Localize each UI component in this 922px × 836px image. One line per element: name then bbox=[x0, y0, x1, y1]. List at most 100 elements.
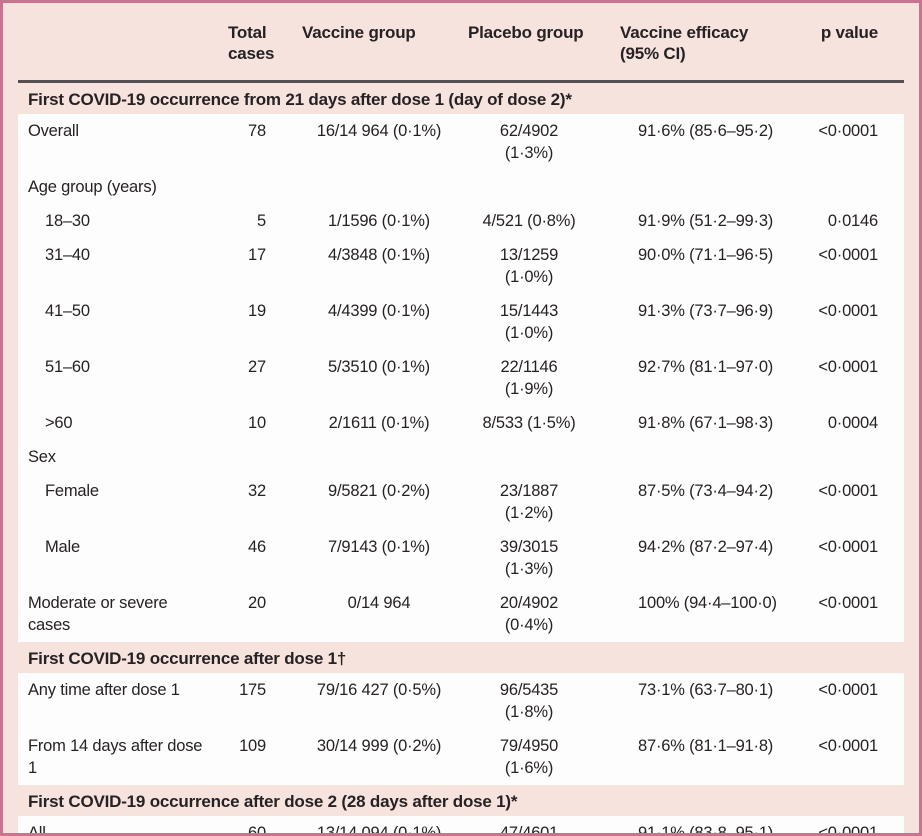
cell-total-cases: 78 bbox=[248, 122, 266, 140]
cell-vaccine-efficacy: 90·0% (71·1–96·5) bbox=[638, 246, 774, 264]
cell-vaccine-group: 2/1611 (0·1%) bbox=[328, 414, 430, 432]
table-row: From 14 days after dose 1 109 30/14 999 (0… bbox=[18, 729, 904, 785]
row-label: 41–50 bbox=[45, 302, 90, 320]
table-row: Overall 78 16/14 964 (0·1%) 62/4902 (1·3%) 9… bbox=[18, 114, 904, 170]
column-header-vaccine-efficacy: Vaccine efficacy (95% CI) bbox=[620, 23, 749, 63]
cell-vaccine-efficacy: 92·7% (81·1–97·0) bbox=[638, 358, 774, 376]
cell-vaccine-group: 30/14 999 (0·2%) bbox=[316, 737, 442, 755]
cell-total-cases: 60 bbox=[248, 824, 266, 836]
cell-vaccine-efficacy: 91·6% (85·6–95·2) bbox=[638, 122, 774, 140]
row-label: Any time after dose 1 bbox=[28, 681, 180, 699]
cell-vaccine-efficacy: 73·1% (63·7–80·1) bbox=[638, 681, 774, 699]
cell-total-cases: 46 bbox=[248, 538, 266, 556]
section-header: First COVID-19 occurrence after dose 2 (… bbox=[28, 792, 518, 811]
table-row: Sex bbox=[18, 440, 904, 474]
table-row: All 60 13/14 094 (0·1%) 47/4601 (1·0%) 91·1%… bbox=[18, 816, 904, 836]
cell-placebo-group: 15/1443 (1·0%) bbox=[499, 302, 559, 342]
section-header: First COVID-19 occurrence from 21 days a… bbox=[28, 90, 572, 109]
table-row: 31–40 17 4/3848 (0·1%) 13/1259 (1·0%) 90·0% … bbox=[18, 238, 904, 294]
cell-placebo-group: 62/4902 (1·3%) bbox=[499, 122, 559, 162]
cell-vaccine-group: 13/14 094 (0·1%) bbox=[316, 824, 442, 836]
cell-placebo-group: 23/1887 (1·2%) bbox=[499, 482, 559, 522]
cell-vaccine-efficacy: 100% (94·4–100·0) bbox=[638, 594, 777, 612]
cell-p-value: 0·0146 bbox=[827, 212, 878, 230]
cell-p-value: <0·0001 bbox=[818, 482, 878, 500]
cell-vaccine-group: 16/14 964 (0·1%) bbox=[316, 122, 442, 140]
column-header-vaccine-group: Vaccine group bbox=[302, 23, 416, 42]
row-label: Sex bbox=[28, 448, 56, 466]
cell-placebo-group: 13/1259 (1·0%) bbox=[499, 246, 559, 286]
row-label: 31–40 bbox=[45, 246, 90, 264]
table-row: Male 46 7/9143 (0·1%) 39/3015 (1·3%) 94·2% (… bbox=[18, 530, 904, 586]
cell-total-cases: 20 bbox=[248, 594, 266, 612]
row-label: From 14 days after dose 1 bbox=[28, 737, 203, 777]
table-row: Moderate or severe cases 20 0/14 964 20/490… bbox=[18, 586, 904, 642]
table-row: Any time after dose 1 175 79/16 427 (0·5%)… bbox=[18, 673, 904, 729]
cell-vaccine-group: 79/16 427 (0·5%) bbox=[316, 681, 442, 699]
table-row: 18–30 5 1/1596 (0·1%) 4/521 (0·8%) 91·9% (51… bbox=[18, 204, 904, 238]
section-rows: Overall 78 16/14 964 (0·1%) 62/4902 (1·3%) 9… bbox=[18, 114, 904, 642]
cell-vaccine-efficacy: 87·6% (81·1–91·8) bbox=[638, 737, 774, 755]
cell-vaccine-efficacy: 91·3% (73·7–96·9) bbox=[638, 302, 774, 320]
cell-p-value: <0·0001 bbox=[818, 681, 878, 699]
cell-p-value: <0·0001 bbox=[818, 594, 878, 612]
cell-total-cases: 175 bbox=[239, 681, 266, 699]
cell-p-value: <0·0001 bbox=[818, 538, 878, 556]
cell-vaccine-group: 1/1596 (0·1%) bbox=[328, 212, 430, 230]
cell-vaccine-efficacy: 94·2% (87·2–97·4) bbox=[638, 538, 774, 556]
section-header: First COVID-19 occurrence after dose 1† bbox=[28, 649, 347, 668]
cell-vaccine-efficacy: 91·1% (83·8–95·1) bbox=[638, 824, 774, 836]
cell-p-value: <0·0001 bbox=[818, 737, 878, 755]
cell-p-value: <0·0001 bbox=[818, 246, 878, 264]
cell-total-cases: 19 bbox=[248, 302, 266, 320]
cell-total-cases: 32 bbox=[248, 482, 266, 500]
cell-p-value: <0·0001 bbox=[818, 824, 878, 836]
table-row: >60 10 2/1611 (0·1%) 8/533 (1·5%) 91·8% (67·… bbox=[18, 406, 904, 440]
cell-placebo-group: 22/1146 (1·9%) bbox=[500, 358, 558, 398]
table-row: 51–60 27 5/3510 (0·1%) 22/1146 (1·9%) 92·7% … bbox=[18, 350, 904, 406]
cell-placebo-group: 4/521 (0·8%) bbox=[482, 212, 576, 230]
cell-placebo-group: 96/5435 (1·8%) bbox=[499, 681, 559, 721]
cell-vaccine-group: 5/3510 (0·1%) bbox=[328, 358, 430, 376]
cell-vaccine-group: 0/14 964 bbox=[347, 594, 411, 612]
row-label: Overall bbox=[28, 122, 79, 140]
cell-p-value: <0·0001 bbox=[818, 302, 878, 320]
section-rows: Any time after dose 1 175 79/16 427 (0·5%)… bbox=[18, 673, 904, 785]
column-header-placebo-group: Placebo group bbox=[468, 23, 584, 42]
cell-total-cases: 27 bbox=[248, 358, 266, 376]
cell-vaccine-efficacy: 91·8% (67·1–98·3) bbox=[638, 414, 774, 432]
table-row: Female 32 9/5821 (0·2%) 23/1887 (1·2%) 87·5%… bbox=[18, 474, 904, 530]
section-rows: All 60 13/14 094 (0·1%) 47/4601 (1·0%) 91·1%… bbox=[18, 816, 904, 836]
column-header-p-value: p value bbox=[820, 23, 878, 42]
cell-vaccine-efficacy: 91·9% (51·2–99·3) bbox=[638, 212, 774, 230]
cell-vaccine-group: 4/3848 (0·1%) bbox=[328, 246, 430, 264]
header-rule bbox=[18, 80, 904, 83]
row-label: 18–30 bbox=[45, 212, 90, 230]
cell-vaccine-group: 9/5821 (0·2%) bbox=[328, 482, 430, 500]
cell-placebo-group: 8/533 (1·5%) bbox=[482, 414, 576, 432]
table-row: 41–50 19 4/4399 (0·1%) 15/1443 (1·0%) 91·3% … bbox=[18, 294, 904, 350]
row-label: All bbox=[28, 824, 46, 836]
cell-placebo-group: 79/4950 (1·6%) bbox=[499, 737, 559, 777]
cell-vaccine-group: 7/9143 (0·1%) bbox=[328, 538, 430, 556]
table-row: Age group (years) bbox=[18, 170, 904, 204]
cell-p-value: <0·0001 bbox=[818, 122, 878, 140]
row-label: 51–60 bbox=[45, 358, 90, 376]
cell-total-cases: 109 bbox=[239, 737, 266, 755]
row-label: Moderate or severe cases bbox=[28, 594, 168, 634]
cell-total-cases: 17 bbox=[248, 246, 266, 264]
cell-total-cases: 10 bbox=[248, 414, 266, 432]
cell-placebo-group: 39/3015 (1·3%) bbox=[499, 538, 559, 578]
column-header-row: Total cases Vaccine group Placebo group … bbox=[18, 3, 904, 80]
cell-vaccine-group: 4/4399 (0·1%) bbox=[328, 302, 430, 320]
table-body: First COVID-19 occurrence from 21 days a… bbox=[18, 83, 904, 836]
column-header-total-cases: Total cases bbox=[228, 23, 275, 63]
row-label: >60 bbox=[45, 414, 73, 432]
cell-total-cases: 5 bbox=[257, 212, 266, 230]
cell-placebo-group: 47/4601 (1·0%) bbox=[499, 824, 559, 836]
row-label: Male bbox=[45, 538, 80, 556]
row-label: Age group (years) bbox=[28, 178, 157, 196]
cell-p-value: <0·0001 bbox=[818, 358, 878, 376]
row-label: Female bbox=[45, 482, 99, 500]
